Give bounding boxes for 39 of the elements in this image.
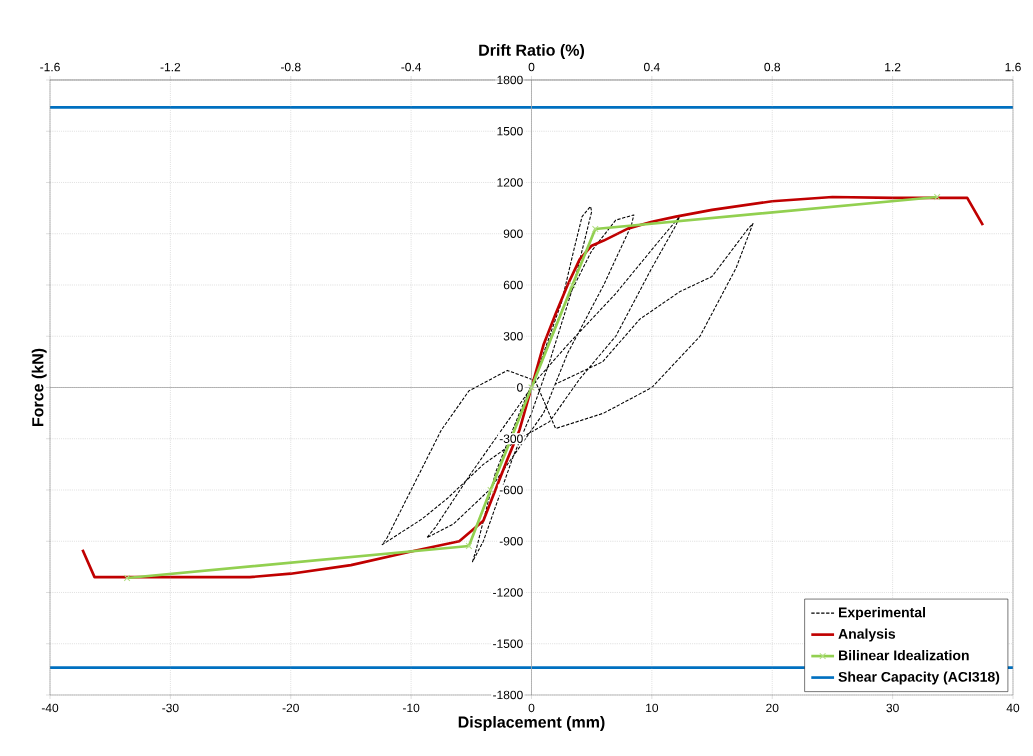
x2-tick-label: 1.2 xyxy=(885,62,901,72)
y-tick-label: -1800 xyxy=(493,690,523,700)
y-tick-label: 600 xyxy=(503,280,523,290)
y-tick-label: 1500 xyxy=(497,126,523,136)
legend-label: Analysis xyxy=(838,628,896,642)
x2-axis-title: Drift Ratio (%) xyxy=(479,44,585,59)
x-axis-title: Displacement (mm) xyxy=(458,716,605,731)
legend-label: Experimental xyxy=(839,607,925,621)
y-tick-label: 1800 xyxy=(497,75,523,85)
y-tick-label: 1200 xyxy=(497,178,523,187)
y-axis-title: Force (kN) xyxy=(31,348,47,426)
x-tick-label: 20 xyxy=(766,703,779,713)
x2-tick-label: 0.8 xyxy=(764,62,781,72)
x2-tick-label: 0 xyxy=(528,62,535,72)
x2-tick-label: -0.4 xyxy=(401,62,422,72)
y-tick-label: -600 xyxy=(499,485,523,495)
x-tick-label: 30 xyxy=(886,703,899,713)
y-tick-label: 300 xyxy=(503,331,523,341)
x2-tick-label: 0.4 xyxy=(643,62,660,72)
x2-tick-label: -0.8 xyxy=(280,62,301,72)
x-tick-label: 0 xyxy=(528,703,535,713)
legend-label: Shear Capacity (ACI318) xyxy=(838,671,1000,685)
y-tick-label: -300 xyxy=(499,434,523,443)
y-tick-label: -1500 xyxy=(493,639,523,648)
y-tick-label: -1200 xyxy=(493,588,523,597)
x-tick-label: -10 xyxy=(403,703,420,713)
legend-label: Bilinear Idealization xyxy=(839,650,969,661)
x-tick-label: -20 xyxy=(282,703,299,713)
y-tick-label: 900 xyxy=(503,229,523,238)
y-tick-label: -900 xyxy=(499,536,523,546)
x-tick-label: -30 xyxy=(162,703,179,713)
x-tick-label: 40 xyxy=(1006,703,1020,713)
x-tick-label: -40 xyxy=(41,703,59,713)
y-tick-label: 0 xyxy=(517,383,523,392)
x-tick-label: 10 xyxy=(646,703,659,713)
x2-tick-label: -1.2 xyxy=(160,62,181,72)
line-series xyxy=(381,205,754,563)
x2-tick-label: -1.6 xyxy=(40,62,60,72)
x2-tick-label: 1.6 xyxy=(1005,62,1021,72)
